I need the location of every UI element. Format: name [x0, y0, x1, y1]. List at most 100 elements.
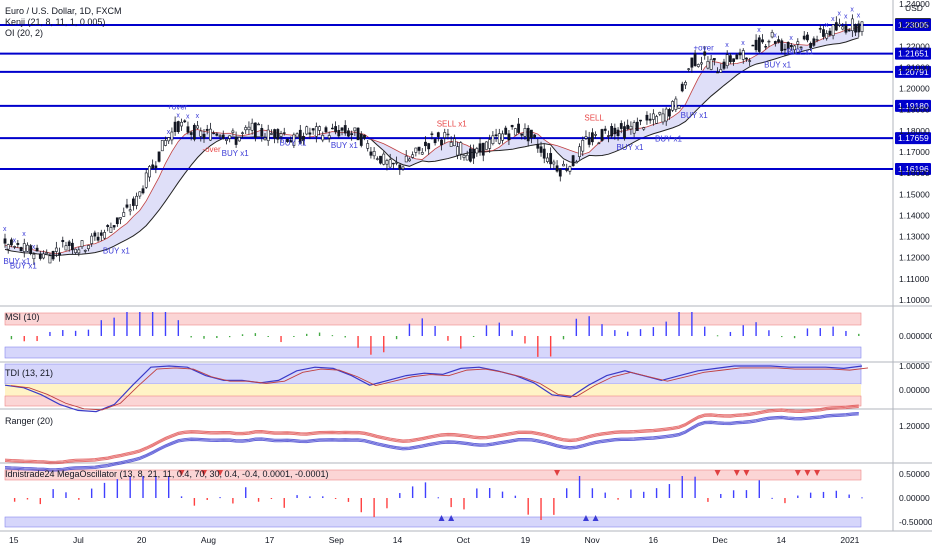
candle[interactable] [761, 39, 764, 43]
candle[interactable] [334, 126, 338, 132]
candle[interactable] [330, 127, 334, 130]
candle[interactable] [773, 41, 777, 44]
candle[interactable] [806, 34, 809, 41]
candle[interactable] [192, 124, 196, 140]
candle[interactable] [767, 40, 771, 43]
candle[interactable] [58, 252, 61, 256]
buy-signal-label[interactable]: BUY x1 [787, 48, 815, 57]
ranger-lower-line[interactable] [4, 414, 859, 472]
candle[interactable] [581, 139, 585, 152]
candle[interactable] [668, 109, 671, 117]
msi-legend[interactable]: MSI (10) [5, 312, 40, 322]
candle[interactable] [167, 137, 171, 142]
candle[interactable] [305, 126, 309, 135]
buy-signal-label[interactable]: BUY x1 [764, 60, 792, 69]
candle[interactable] [231, 130, 235, 133]
candle[interactable] [87, 245, 90, 249]
candle[interactable] [587, 137, 591, 145]
candle[interactable] [379, 155, 382, 164]
buy-signal-label[interactable]: BUY x1 [3, 257, 31, 266]
candle[interactable] [629, 125, 633, 130]
candle[interactable] [520, 133, 524, 136]
candle[interactable] [382, 153, 386, 165]
candle[interactable] [857, 23, 861, 33]
candle[interactable] [783, 48, 787, 51]
candle[interactable] [610, 125, 614, 137]
candle[interactable] [770, 32, 774, 38]
candle[interactable] [196, 125, 199, 129]
candle[interactable] [555, 165, 559, 172]
candle[interactable] [19, 247, 23, 252]
mega-oscillator-legend[interactable]: Idnistrade24 MegaOscillator (13, 8, 21, … [5, 469, 329, 479]
buy-signal-label[interactable]: +over [167, 103, 188, 112]
buy-signal-label[interactable]: BUY x1 [279, 139, 307, 148]
candle[interactable] [38, 253, 42, 259]
candle[interactable] [353, 127, 357, 132]
candle[interactable] [398, 164, 402, 170]
ranger-upper-line[interactable] [4, 404, 859, 462]
candle[interactable] [77, 249, 81, 254]
candle[interactable] [690, 57, 694, 68]
candle[interactable] [372, 151, 376, 157]
candle[interactable] [115, 217, 119, 225]
candle[interactable] [799, 46, 803, 49]
sell-signal-label[interactable]: SELL [584, 113, 604, 122]
candle[interactable] [154, 165, 158, 168]
ranger-upper-line[interactable] [4, 406, 859, 465]
candle[interactable] [552, 161, 556, 165]
candle[interactable] [324, 127, 328, 133]
symbol-title[interactable]: Euro / U.S. Dollar, 1D, FXCM [5, 6, 122, 16]
candle[interactable] [263, 137, 267, 141]
candle[interactable] [424, 141, 427, 147]
candle[interactable] [391, 162, 395, 165]
candle[interactable] [314, 126, 318, 137]
candle[interactable] [199, 130, 203, 137]
candle[interactable] [109, 227, 113, 233]
candle[interactable] [712, 58, 716, 61]
candle[interactable] [469, 148, 472, 162]
candle[interactable] [539, 146, 543, 153]
candle[interactable] [494, 134, 498, 137]
candle[interactable] [703, 51, 707, 56]
candle[interactable] [693, 53, 697, 66]
candle[interactable] [340, 127, 344, 131]
candle[interactable] [558, 168, 562, 177]
tdi-pane[interactable] [4, 365, 869, 413]
candle[interactable] [680, 83, 684, 92]
candle[interactable] [404, 155, 408, 163]
candle[interactable] [125, 204, 129, 208]
candle[interactable] [465, 154, 469, 161]
candle[interactable] [648, 118, 652, 121]
candle[interactable] [635, 121, 639, 131]
candle[interactable] [860, 21, 864, 32]
candle[interactable] [157, 151, 161, 162]
candle[interactable] [26, 244, 29, 252]
candle[interactable] [578, 146, 581, 157]
candle[interactable] [3, 238, 7, 244]
candle[interactable] [180, 121, 183, 127]
sell-signal-label[interactable]: -over [202, 145, 221, 154]
candle[interactable] [677, 105, 681, 109]
candle[interactable] [745, 57, 748, 60]
candle[interactable] [237, 137, 241, 142]
candle[interactable] [356, 127, 360, 141]
candle[interactable] [481, 142, 485, 156]
sell-signal-label[interactable]: SELL x1 [437, 120, 467, 129]
candle[interactable] [414, 147, 418, 153]
candle[interactable] [430, 133, 434, 135]
candle[interactable] [639, 119, 642, 122]
candle[interactable] [308, 132, 312, 135]
candle[interactable] [270, 133, 273, 135]
candle[interactable] [289, 139, 293, 143]
candle[interactable] [452, 138, 456, 147]
candle[interactable] [850, 18, 854, 31]
candle[interactable] [729, 55, 732, 63]
candle[interactable] [600, 129, 604, 141]
candle[interactable] [67, 241, 71, 246]
candle[interactable] [619, 123, 623, 129]
candle[interactable] [250, 122, 254, 131]
candle[interactable] [751, 44, 755, 47]
candle[interactable] [395, 162, 398, 164]
candle[interactable] [725, 54, 729, 67]
